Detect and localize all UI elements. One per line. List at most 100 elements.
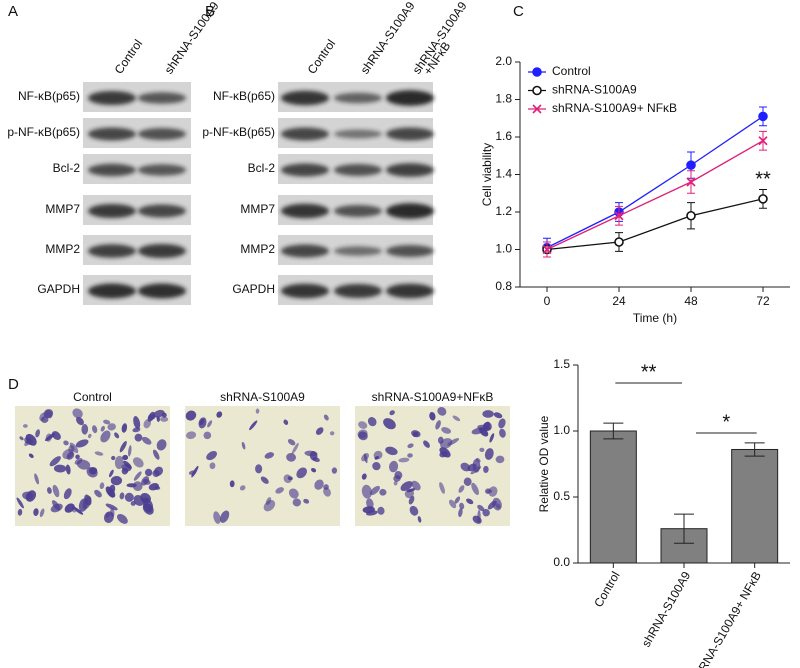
cell <box>283 474 292 484</box>
blot-band <box>281 127 329 141</box>
cell <box>404 489 415 499</box>
cell <box>75 454 80 460</box>
cell <box>485 489 493 494</box>
cell <box>283 419 289 425</box>
cell <box>429 411 436 421</box>
cell <box>372 461 381 471</box>
cell <box>99 482 105 490</box>
cell <box>489 433 495 443</box>
y-axis-label: Cell viability <box>480 143 494 206</box>
cell <box>203 431 212 440</box>
micrograph-caption: shRNA-S100A9+NFκB <box>372 390 494 404</box>
panel-label: C <box>513 3 524 20</box>
blot-row-label: GAPDH <box>37 282 80 296</box>
cell <box>482 422 492 431</box>
panel-label: D <box>8 376 19 393</box>
cell <box>87 433 92 439</box>
cell <box>66 451 75 460</box>
cell <box>411 480 421 491</box>
blot-band <box>386 245 434 257</box>
cell <box>51 431 61 440</box>
blot-column-label: Control <box>305 37 339 77</box>
cell <box>185 410 197 421</box>
cell <box>304 450 318 457</box>
cell <box>471 482 479 496</box>
cell <box>63 488 72 500</box>
cell <box>100 430 111 443</box>
cell <box>132 457 144 468</box>
cell <box>207 420 213 428</box>
annotation: * <box>722 411 730 433</box>
legend-label: shRNA-S100A9+ NFκB <box>552 101 677 115</box>
cell <box>379 488 387 496</box>
blot-column-label: Control <box>112 37 146 77</box>
cell <box>156 416 160 422</box>
cell <box>100 425 105 432</box>
cell <box>35 429 40 438</box>
cell <box>323 414 329 421</box>
cell <box>484 448 494 460</box>
cell <box>52 484 60 498</box>
cell <box>50 503 63 513</box>
cell <box>75 416 84 426</box>
legend-marker <box>532 104 542 114</box>
cell <box>472 515 482 524</box>
cell <box>17 508 23 516</box>
blot-band <box>334 284 382 298</box>
cell <box>143 478 151 485</box>
bar <box>731 448 779 564</box>
cell <box>255 464 263 474</box>
x-tick-label: 24 <box>612 294 626 308</box>
cell <box>209 462 216 470</box>
cell <box>121 423 128 433</box>
cell <box>394 471 403 480</box>
blot-band <box>88 127 136 141</box>
cell <box>19 436 24 441</box>
blot-band <box>386 127 434 141</box>
cell <box>132 427 141 433</box>
cell <box>408 495 415 505</box>
cell <box>229 480 235 488</box>
blot-band <box>138 164 186 176</box>
cell <box>458 508 463 518</box>
cell <box>493 412 503 419</box>
marker <box>758 136 768 146</box>
cell <box>458 485 465 493</box>
blot-band <box>88 204 136 218</box>
cell <box>264 452 275 459</box>
series-line <box>546 115 764 249</box>
blot-band <box>88 283 136 299</box>
cell <box>22 424 28 428</box>
cell <box>152 449 160 460</box>
cell <box>111 455 116 461</box>
y-tick-label: 1.4 <box>495 167 512 181</box>
cell <box>366 498 374 509</box>
blot-row-label: MMP2 <box>45 242 80 256</box>
cell <box>361 473 367 480</box>
blot-band <box>88 91 136 105</box>
cell <box>161 412 167 418</box>
blot-band <box>386 283 434 299</box>
cell <box>498 418 506 429</box>
cell <box>492 497 502 511</box>
x-tick-label: shRNA-S100A9 <box>639 569 694 650</box>
marker <box>614 211 624 221</box>
x-axis-label: Time (h) <box>633 311 677 325</box>
cell <box>417 516 422 523</box>
cell <box>423 440 430 448</box>
legend-marker <box>532 85 542 96</box>
cell <box>124 492 134 502</box>
blot-row-label: MMP2 <box>240 242 275 256</box>
cell <box>383 418 396 430</box>
cell <box>437 406 447 416</box>
cell <box>94 451 104 456</box>
cell <box>260 476 269 484</box>
cell <box>114 432 120 439</box>
x-tick-label: shRNA-S100A9+ NFκB <box>689 569 764 668</box>
cell <box>479 447 485 452</box>
cell <box>103 511 114 523</box>
blot-band <box>88 244 136 258</box>
cell <box>241 441 246 450</box>
blot-row-label: p-NF-κB(p65) <box>202 125 275 139</box>
marker <box>614 237 624 247</box>
